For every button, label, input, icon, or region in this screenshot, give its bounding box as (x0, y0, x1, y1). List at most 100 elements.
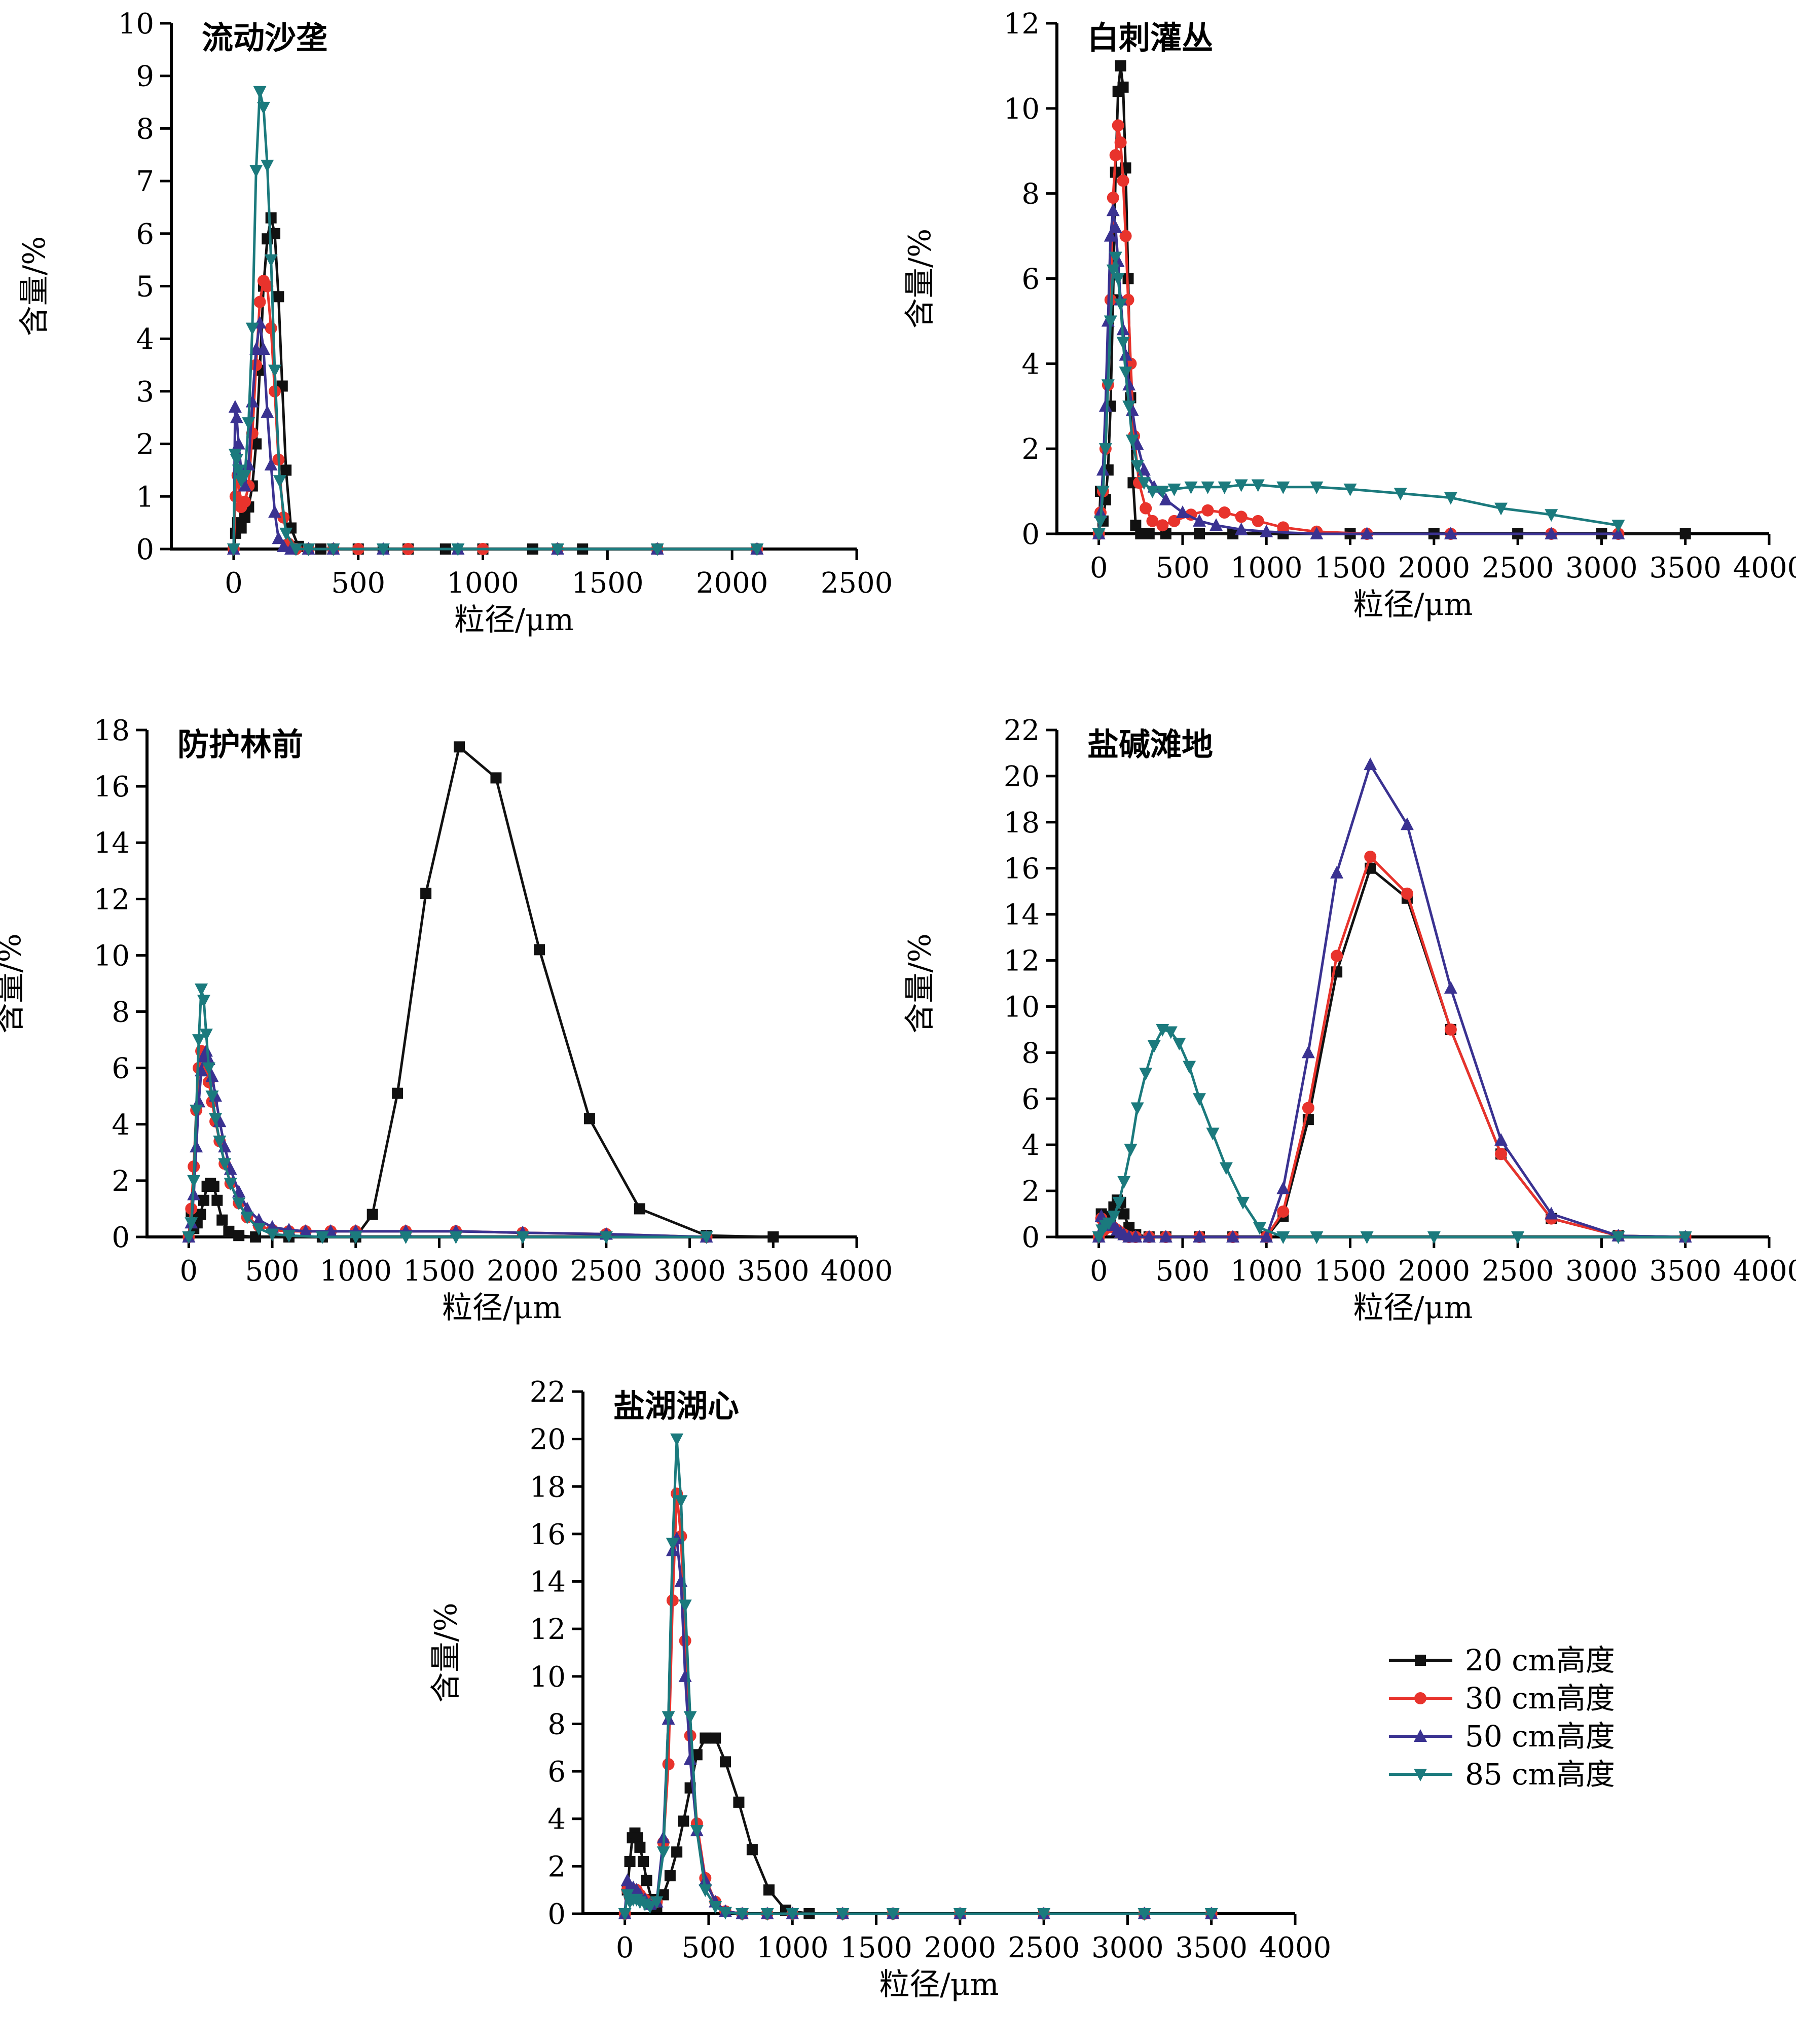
data-point (656, 1846, 670, 1859)
data-point (279, 527, 293, 540)
data-point (376, 543, 390, 556)
y-tick-label: 22 (1004, 714, 1040, 747)
y-tick-label: 6 (112, 1052, 130, 1085)
series-3 (1092, 757, 1692, 1243)
data-point (261, 405, 274, 418)
data-point (1117, 174, 1129, 187)
y-tick-label: 0 (1021, 518, 1040, 551)
data-point (1109, 251, 1122, 265)
data-point (208, 1181, 219, 1192)
data-point (232, 464, 245, 478)
legend-entry: 50 cm高度 (1389, 1719, 1615, 1754)
y-tick-label: 10 (1004, 991, 1040, 1024)
x-axis-label: 粒径/μm (454, 602, 574, 638)
data-point (1301, 1045, 1315, 1058)
data-point (1330, 865, 1344, 879)
data-point (190, 1105, 203, 1117)
data-point (1193, 1230, 1206, 1243)
data-point (662, 1758, 675, 1771)
panel-title: 盐湖湖心 (613, 1388, 739, 1425)
series-2 (1092, 851, 1692, 1243)
panel-2: 0 2 4 6 8 10 12 0 500 1000 1500 2000 2500 3000 3500 400… (902, 8, 1796, 623)
legend-label: 30 cm高度 (1465, 1681, 1615, 1716)
panel-4: 0 2 4 6 8 10 12 14 16 18 20 22 0 500 1000 1500 2000 2500 3… (902, 714, 1796, 1326)
data-point (1037, 1908, 1051, 1921)
data-point (261, 159, 274, 172)
data-point (213, 1136, 227, 1149)
legend-marker (1415, 1655, 1426, 1666)
y-tick-label: 6 (547, 1756, 566, 1788)
data-point (1143, 528, 1155, 539)
panel-title: 白刺灌丛 (1087, 19, 1213, 56)
series-line (1097, 124, 1619, 535)
y-tick-label: 4 (1021, 348, 1040, 381)
data-point (1310, 527, 1324, 539)
data-point (256, 101, 270, 115)
data-point (454, 741, 465, 753)
data-point (233, 1230, 245, 1242)
data-point (1193, 514, 1206, 527)
data-point (211, 1194, 223, 1206)
x-tick-label: 2000 (487, 1255, 559, 1288)
y-axis-label: 含量/% (17, 236, 52, 336)
x-tick-label: 1000 (1230, 1255, 1303, 1288)
data-point (253, 86, 267, 99)
data-point (1114, 136, 1127, 149)
series-3 (182, 1044, 713, 1243)
x-tick-label: 1000 (447, 567, 519, 600)
data-point (1227, 528, 1239, 539)
data-point (1117, 81, 1129, 93)
data-point (786, 1908, 799, 1921)
data-point (664, 1870, 676, 1882)
data-point (449, 1231, 463, 1244)
y-tick-label: 16 (530, 1518, 566, 1551)
data-point (1114, 298, 1127, 311)
data-point (746, 1844, 758, 1855)
series-1 (183, 741, 779, 1243)
y-tick-label: 1 (136, 481, 154, 514)
data-point (1167, 483, 1181, 496)
data-point (199, 1029, 213, 1041)
data-point (1164, 1026, 1178, 1039)
x-axis-label: 粒径/μm (1353, 1290, 1473, 1326)
data-point (1253, 1222, 1267, 1235)
data-point (699, 1873, 712, 1886)
legend-marker (1414, 1729, 1427, 1742)
data-point (268, 364, 282, 378)
data-point (1209, 518, 1223, 531)
legend-entry: 20 cm高度 (1389, 1643, 1615, 1677)
data-point (650, 543, 664, 556)
y-tick-label: 4 (547, 1803, 566, 1836)
data-point (1146, 486, 1159, 499)
x-tick-label: 1000 (756, 1931, 829, 1964)
data-point (185, 1217, 198, 1230)
x-axis-label: 粒径/μm (442, 1290, 562, 1326)
data-point (198, 1194, 209, 1206)
y-tick-label: 0 (547, 1898, 566, 1931)
data-point (551, 543, 565, 556)
y-tick-label: 14 (94, 827, 130, 860)
panel-title: 盐碱滩地 (1087, 726, 1213, 763)
data-point (280, 464, 292, 476)
data-point (624, 1856, 636, 1867)
data-point (1092, 528, 1106, 541)
data-point (195, 983, 208, 997)
x-tick-label: 0 (180, 1255, 198, 1288)
data-point (399, 1231, 413, 1244)
data-point (1122, 400, 1136, 414)
data-point (253, 296, 266, 308)
data-point (1260, 1230, 1273, 1243)
series-3 (227, 316, 764, 555)
data-point (1119, 367, 1132, 380)
x-tick-label: 500 (1155, 1255, 1209, 1288)
data-point (1104, 229, 1117, 242)
data-point (1511, 1231, 1525, 1244)
data-point (366, 1209, 378, 1220)
data-point (671, 1846, 683, 1858)
data-point (1107, 1211, 1121, 1224)
data-point (227, 543, 240, 556)
data-point (1129, 1230, 1143, 1243)
y-tick-label: 4 (112, 1109, 130, 1142)
data-point (1118, 1208, 1130, 1220)
data-point (451, 543, 465, 556)
